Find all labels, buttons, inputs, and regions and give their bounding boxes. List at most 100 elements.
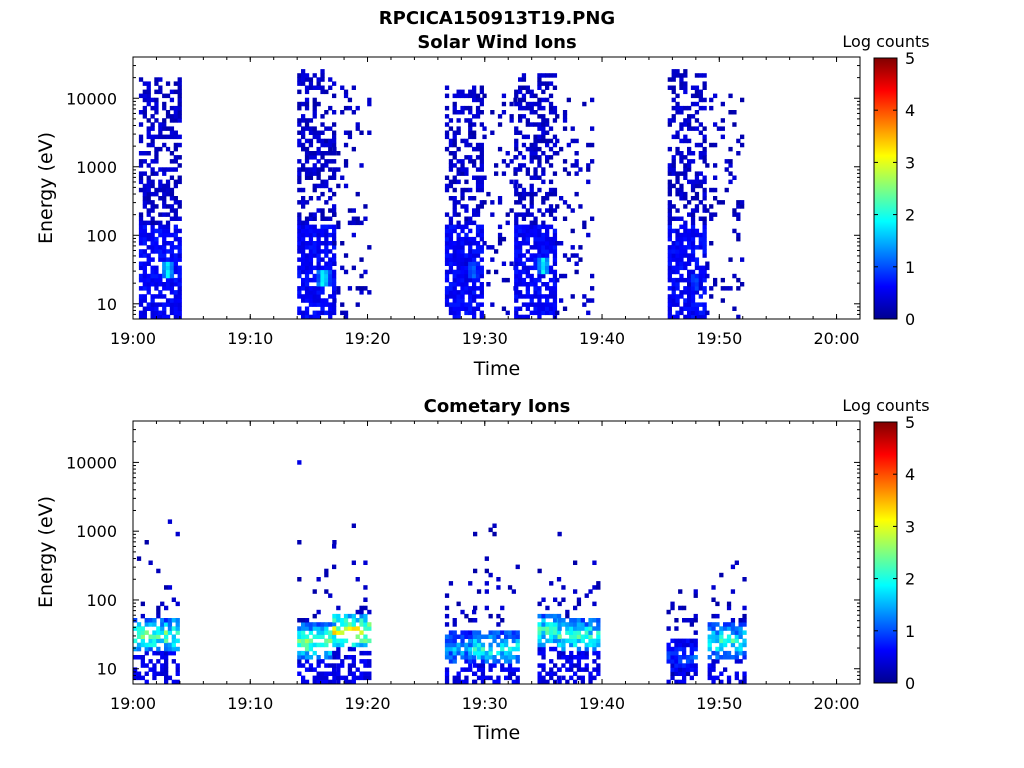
spectrogram-cell (297, 77, 302, 82)
spectrogram-cell (736, 151, 741, 156)
spectrogram-cell (316, 298, 321, 303)
spectrogram-cell (715, 634, 720, 640)
spectrogram-cell (472, 97, 477, 103)
spectrogram-cell (521, 93, 527, 99)
spectrogram-cell (347, 130, 353, 135)
spectrogram-cell (548, 204, 554, 209)
spectrogram-cell (479, 269, 484, 275)
spectrogram-cell (541, 73, 546, 78)
spectrogram-cell (301, 245, 306, 250)
spectrogram-cell (553, 630, 558, 635)
spectrogram-cell (316, 134, 321, 140)
spectrogram-cell (332, 564, 337, 570)
spectrogram-cell (728, 159, 733, 164)
spectrogram-cell (730, 630, 736, 635)
spectrogram-cell (301, 663, 306, 668)
spectrogram-cell (541, 675, 546, 681)
spectrogram-cell (675, 73, 680, 78)
spectrogram-cell (320, 249, 325, 254)
spectrogram-cell (698, 155, 703, 160)
spectrogram-cell (492, 630, 497, 635)
spectrogram-cell (514, 282, 519, 287)
spectrogram-cell (316, 146, 321, 152)
spectrogram-cell (312, 675, 317, 681)
spectrogram-cell (484, 556, 489, 561)
spectrogram-cell (165, 298, 171, 303)
spectrogram-cell (355, 122, 360, 127)
spectrogram-cell (169, 130, 175, 135)
spectrogram-cell (509, 114, 514, 119)
spectrogram-cell (324, 179, 329, 185)
spectrogram-cell (694, 310, 700, 316)
spectrogram-cell (694, 183, 700, 189)
spectrogram-cell (444, 232, 450, 238)
spectrogram-cell (548, 249, 554, 254)
spectrogram-cell (308, 667, 314, 672)
spectrogram-cell (316, 77, 321, 82)
spectrogram-cell (521, 155, 527, 160)
spectrogram-cell (573, 663, 578, 668)
spectrogram-cell (324, 236, 329, 242)
spectrogram-cell (332, 253, 337, 258)
spectrogram-cell (533, 265, 538, 271)
spectrogram-cell (518, 85, 523, 90)
spectrogram-cell (525, 249, 530, 254)
spectrogram-cell (136, 642, 142, 648)
spectrogram-cell (448, 253, 454, 258)
spectrogram-cell (162, 134, 167, 140)
spectrogram-cell (297, 269, 302, 275)
spectrogram-cell (146, 134, 151, 140)
spectrogram-cell (158, 273, 163, 279)
spectrogram-cell (173, 183, 178, 189)
spectrogram-cell (687, 151, 692, 156)
spectrogram-cell (297, 265, 302, 271)
spectrogram-cell (173, 179, 178, 185)
spectrogram-cell (304, 626, 310, 631)
spectrogram-cell (500, 605, 505, 611)
spectrogram-cell (156, 626, 161, 631)
spectrogram-cell (537, 650, 542, 656)
spectrogram-cell (667, 245, 672, 250)
spectrogram-cell (507, 659, 513, 664)
spectrogram-cell (525, 101, 530, 107)
spectrogram-cell (702, 73, 707, 78)
spectrogram-cell (138, 261, 144, 266)
spectrogram-cell (533, 110, 538, 115)
spectrogram-cell (165, 134, 171, 140)
spectrogram-cell (158, 196, 163, 201)
spectrogram-cell (177, 294, 182, 299)
spectrogram-cell (146, 126, 151, 131)
spectrogram-cell (702, 290, 707, 295)
spectrogram-cell (738, 630, 743, 635)
spectrogram-cell (675, 101, 680, 107)
spectrogram-cell (332, 310, 337, 316)
spectrogram-cell (328, 638, 333, 644)
spectrogram-cell (574, 159, 579, 164)
spectrogram-cell (574, 171, 579, 176)
spectrogram-cell (693, 646, 698, 652)
spectrogram-cell (702, 196, 707, 201)
spectrogram-cell (456, 93, 461, 99)
spectrogram-cell (479, 314, 484, 319)
spectrogram-cell (308, 630, 314, 635)
spectrogram-cell (158, 179, 163, 185)
spectrogram-cell (518, 294, 523, 299)
spectrogram-cell (529, 232, 534, 238)
spectrogram-cell (444, 671, 450, 677)
spectrogram-cell (675, 241, 680, 246)
spectrogram-cell (529, 183, 534, 189)
spectrogram-cell (169, 118, 175, 123)
spectrogram-cell (679, 224, 684, 230)
spectrogram-cell (308, 241, 314, 246)
spectrogram-cell (359, 630, 364, 635)
spectrogram-cell (479, 183, 484, 189)
spectrogram-cell (308, 142, 314, 148)
spectrogram-cell (475, 265, 481, 271)
spectrogram-cell (584, 646, 589, 652)
spectrogram-cell (460, 282, 465, 287)
spectrogram-cell (586, 232, 591, 238)
spectrogram-cell (175, 626, 180, 631)
spectrogram-cell (514, 286, 519, 291)
spectrogram-cell (537, 245, 542, 250)
spectrogram-cell (694, 286, 700, 291)
